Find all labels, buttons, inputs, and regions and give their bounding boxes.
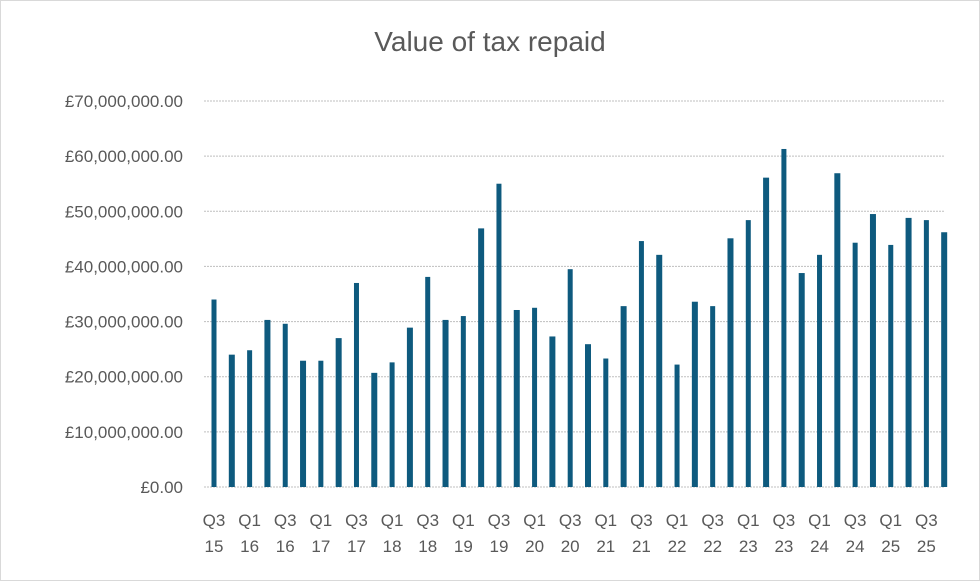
bar (817, 254, 823, 487)
x-tick-label: Q3 (345, 511, 368, 530)
bar (905, 217, 912, 487)
x-tick-label: Q1 (452, 511, 475, 530)
bar (300, 360, 307, 487)
x-tick-label: Q3 (630, 511, 653, 530)
x-tick-label: 15 (205, 537, 224, 556)
x-tick-label: 19 (489, 537, 508, 556)
x-tick-label: Q1 (879, 511, 902, 530)
x-tick-label: Q1 (238, 511, 261, 530)
bar (567, 269, 573, 487)
x-tick-label: Q3 (274, 511, 297, 530)
x-tick-label: Q1 (666, 511, 689, 530)
x-tick-label: 21 (596, 537, 615, 556)
y-tick-label: £0.00 (140, 478, 183, 497)
bar (264, 319, 271, 487)
y-tick-label: £30,000,000.00 (65, 313, 183, 332)
bar (532, 307, 538, 487)
x-tick-label: Q1 (310, 511, 333, 530)
x-tick-label: Q1 (808, 511, 831, 530)
y-tick-label: £40,000,000.00 (65, 257, 183, 276)
x-tick-label: 24 (846, 537, 865, 556)
bar (656, 254, 663, 487)
x-tick-label: Q3 (844, 511, 867, 530)
bar (478, 228, 485, 487)
x-tick-label: Q3 (559, 511, 582, 530)
x-tick-label: Q3 (773, 511, 796, 530)
bar (763, 177, 770, 488)
bar (549, 336, 556, 487)
x-tick-label: 17 (347, 537, 366, 556)
bar (869, 214, 876, 488)
bar (852, 242, 858, 487)
bar (923, 220, 929, 487)
bar (781, 148, 787, 487)
bar (691, 301, 698, 487)
x-tick-label: 19 (454, 537, 473, 556)
y-tick-label: £60,000,000.00 (65, 147, 183, 166)
x-tick-label: Q3 (416, 511, 439, 530)
x-tick-label: 23 (739, 537, 758, 556)
bar (603, 358, 609, 487)
x-tick-label: 18 (383, 537, 402, 556)
bar (745, 220, 751, 487)
bar (247, 350, 253, 487)
x-tick-label: 25 (917, 537, 936, 556)
x-tick-label: 18 (418, 537, 437, 556)
bar (834, 173, 841, 488)
bar (318, 360, 324, 487)
y-tick-label: £50,000,000.00 (65, 202, 183, 221)
bar (727, 238, 734, 487)
x-tick-label: Q1 (737, 511, 760, 530)
x-tick-label: Q3 (701, 511, 724, 530)
bar (442, 319, 449, 487)
y-tick-label: £10,000,000.00 (65, 423, 183, 442)
bar (371, 372, 378, 487)
x-tick-label: 22 (703, 537, 722, 556)
x-tick-label: 20 (561, 537, 580, 556)
x-tick-label: Q3 (915, 511, 938, 530)
bar (353, 282, 359, 487)
bar (496, 183, 502, 487)
bar (460, 316, 466, 487)
x-tick-label: Q1 (381, 511, 404, 530)
bar (425, 276, 431, 487)
bar (406, 327, 413, 487)
bar (620, 306, 627, 487)
x-tick-label: 22 (668, 537, 687, 556)
bar (638, 241, 644, 487)
x-tick-label: 25 (881, 537, 900, 556)
bar (585, 344, 591, 487)
x-tick-label: 21 (632, 537, 651, 556)
bar (389, 362, 395, 487)
x-tick-label: 16 (276, 537, 295, 556)
bar (941, 232, 948, 487)
bar (335, 338, 342, 487)
x-tick-label: 16 (240, 537, 259, 556)
x-tick-label: Q3 (203, 511, 226, 530)
bar (282, 323, 288, 487)
x-tick-label: 20 (525, 537, 544, 556)
y-tick-label: £20,000,000.00 (65, 368, 183, 387)
y-tick-label: £70,000,000.00 (65, 92, 183, 111)
bar (888, 244, 894, 487)
bar (228, 354, 235, 487)
x-tick-label: Q3 (488, 511, 511, 530)
x-tick-label: 17 (311, 537, 330, 556)
bar (211, 299, 217, 487)
bar (674, 364, 680, 487)
x-tick-label: Q1 (523, 511, 546, 530)
x-tick-label: Q1 (594, 511, 617, 530)
chart-title: Value of tax repaid (374, 26, 606, 57)
bar (710, 306, 716, 487)
bar (513, 309, 520, 487)
bar (798, 273, 805, 487)
x-tick-label: 23 (774, 537, 793, 556)
x-tick-label: 24 (810, 537, 829, 556)
